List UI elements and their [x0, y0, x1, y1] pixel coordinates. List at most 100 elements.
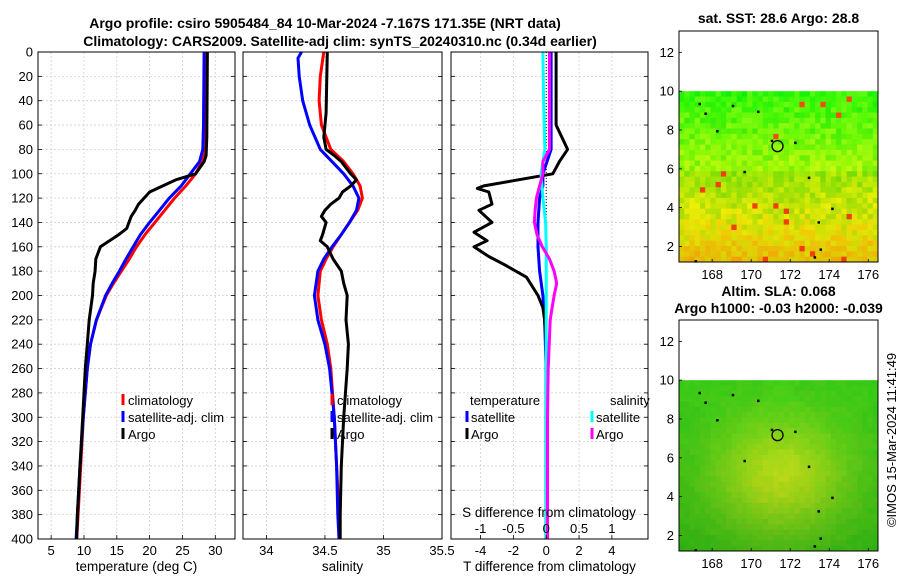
map-cell — [857, 149, 863, 156]
map-cell — [720, 160, 727, 167]
map-cell — [851, 203, 858, 210]
map-cell — [809, 433, 816, 440]
map-cell — [715, 155, 722, 161]
map-cell — [857, 133, 863, 140]
map-cell — [715, 486, 722, 493]
map-cell — [851, 460, 858, 466]
map-cell — [830, 412, 837, 418]
map-cell — [783, 144, 790, 151]
map-cell — [778, 171, 785, 177]
map-cell — [862, 390, 868, 397]
map-cell — [726, 454, 732, 461]
map-cell — [720, 251, 727, 258]
map-cell — [689, 470, 696, 477]
map-cell — [862, 224, 868, 231]
map-cell — [820, 422, 827, 429]
map-cell — [752, 219, 758, 226]
map-cell — [736, 112, 743, 119]
y-tick-label: 360 — [11, 483, 33, 498]
map-cell — [846, 545, 853, 552]
map-cell — [799, 534, 806, 541]
map-cell — [846, 396, 853, 402]
map-cell — [841, 203, 847, 210]
map-cell — [794, 497, 800, 504]
map-cell — [841, 208, 847, 215]
map-cell — [857, 497, 863, 504]
map-cell — [757, 192, 764, 199]
map-cell — [851, 502, 858, 509]
map-cell — [710, 486, 717, 493]
map-cell — [731, 251, 738, 258]
map-cell — [830, 165, 837, 172]
map-cell — [862, 192, 868, 199]
map-cell — [867, 508, 874, 515]
map-cell — [851, 197, 858, 204]
y-tick-label: 260 — [11, 361, 33, 376]
island-marker — [757, 110, 760, 114]
map-cell — [830, 518, 837, 525]
map-cell — [857, 181, 863, 188]
map-cell — [830, 428, 837, 434]
map-cell — [768, 508, 774, 515]
map-cell — [804, 229, 811, 236]
map-cell — [747, 101, 753, 108]
map-cell — [684, 117, 690, 124]
map-cell — [857, 545, 863, 552]
map-cell — [872, 454, 879, 461]
map-cell — [815, 390, 821, 397]
map-cell — [851, 107, 858, 113]
map-cell — [736, 508, 743, 515]
map-cell — [689, 476, 696, 482]
map-cell — [705, 101, 711, 108]
map-cell — [809, 497, 816, 504]
map-cell — [715, 476, 722, 482]
map-cell — [684, 187, 690, 193]
map-cell — [867, 155, 874, 161]
map-cell — [726, 181, 732, 188]
map-cell — [752, 534, 758, 541]
map-cell — [804, 240, 811, 247]
map-cell — [794, 123, 800, 129]
map-cell — [741, 149, 748, 156]
map-cell — [867, 117, 874, 124]
map-cell — [762, 470, 769, 477]
map-cell — [752, 123, 758, 129]
map-cell — [747, 160, 753, 167]
map-cell — [762, 91, 769, 97]
map-cell — [825, 245, 832, 252]
map-cell — [836, 380, 842, 386]
map-cell — [747, 128, 753, 135]
map-cell — [694, 240, 701, 247]
map-cell — [836, 256, 842, 263]
map-cell — [768, 481, 774, 488]
map-cell — [699, 133, 706, 140]
map-cell — [741, 380, 748, 386]
map-cell — [731, 171, 738, 177]
map-cell — [679, 176, 685, 183]
map-cell — [684, 497, 690, 504]
map-cell — [747, 438, 753, 445]
map-cell — [689, 380, 696, 386]
map-cell — [768, 245, 774, 252]
map-cell — [768, 101, 774, 108]
map-cell — [757, 139, 764, 145]
map-cell — [825, 251, 832, 258]
map-cell — [804, 401, 811, 408]
x-tick-label: 5 — [48, 543, 55, 558]
map-cell — [846, 197, 853, 204]
map-cell — [830, 513, 837, 520]
map-cell — [731, 144, 738, 151]
map-cell — [783, 390, 790, 397]
map-cell — [867, 497, 874, 504]
map-cell — [783, 219, 790, 226]
map-cell — [851, 187, 858, 193]
map-cell — [778, 545, 785, 552]
map-cell — [788, 534, 795, 541]
map-cell — [799, 91, 806, 97]
map-cell — [867, 385, 874, 392]
map-cell — [794, 470, 800, 477]
map-cell — [867, 380, 874, 386]
map-cell — [710, 229, 717, 236]
map-cell — [768, 203, 774, 210]
map-cell — [804, 235, 811, 242]
